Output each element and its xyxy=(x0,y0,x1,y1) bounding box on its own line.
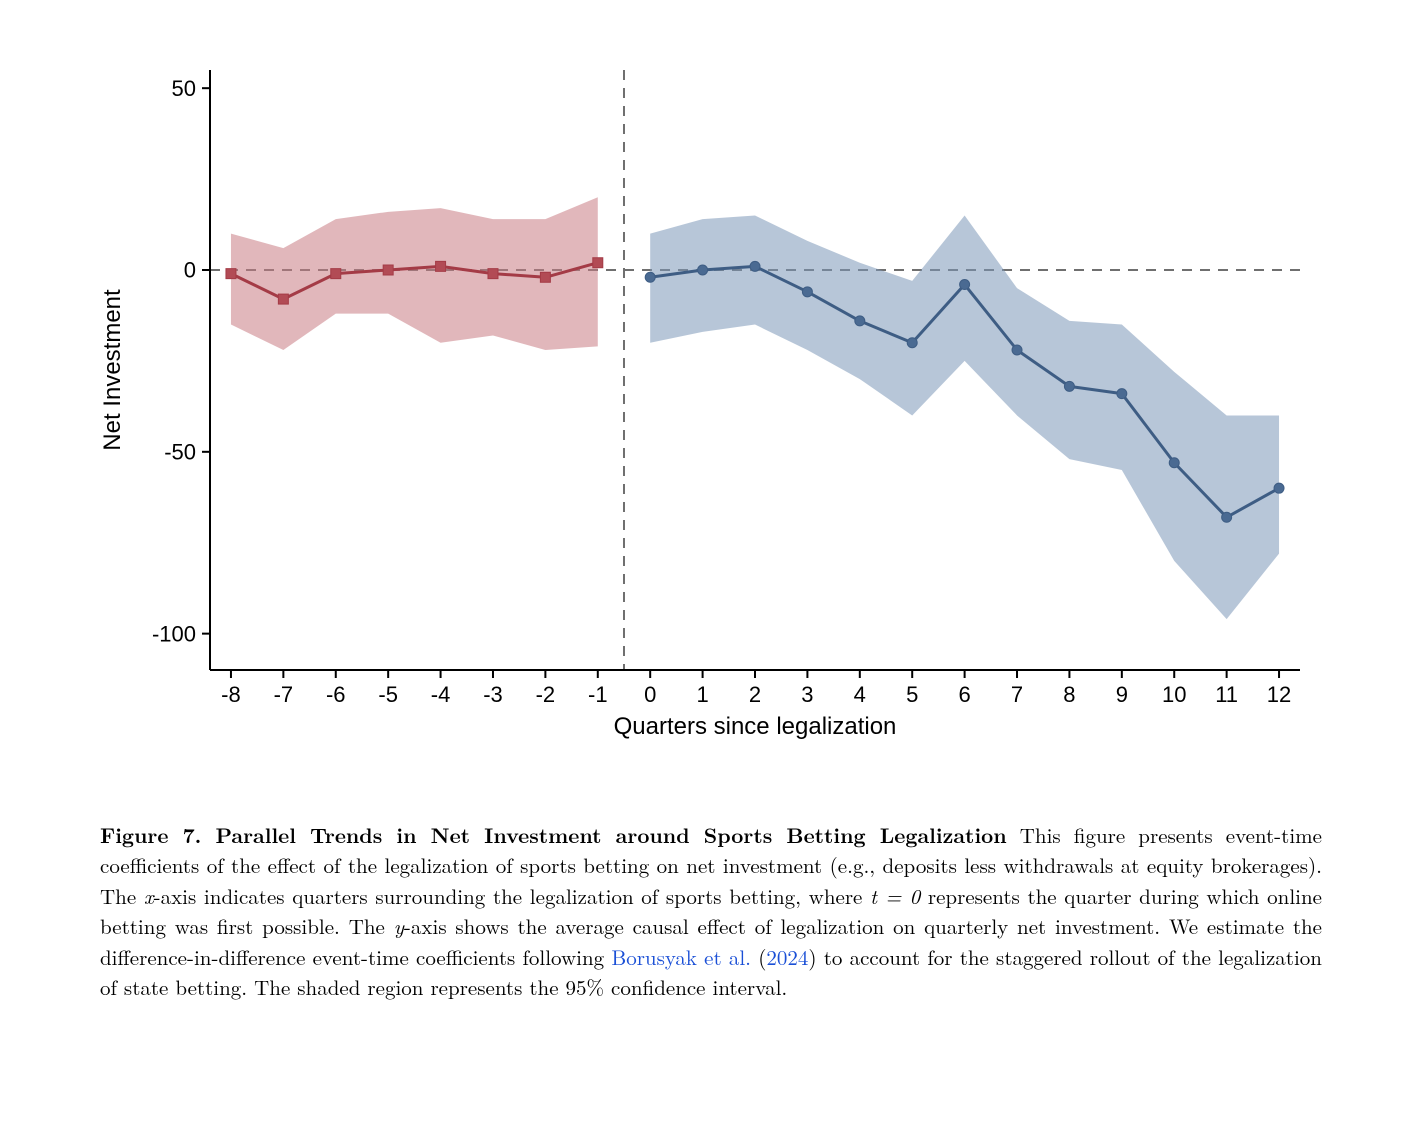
svg-text:-100: -100 xyxy=(152,621,196,646)
t-equals-zero: t = 0 xyxy=(870,881,920,911)
svg-text:2: 2 xyxy=(749,682,761,707)
svg-text:-7: -7 xyxy=(274,682,294,707)
svg-text:-6: -6 xyxy=(326,682,346,707)
svg-text:50: 50 xyxy=(172,76,196,101)
figure-label: Figure 7. Parallel Trends in Net Investm… xyxy=(100,820,1007,850)
cite-paren-close: ) xyxy=(808,942,816,972)
svg-text:3: 3 xyxy=(801,682,813,707)
svg-text:8: 8 xyxy=(1063,682,1075,707)
svg-text:-4: -4 xyxy=(431,682,451,707)
svg-text:4: 4 xyxy=(854,682,866,707)
caption-text-2: -axis indicates quarters surrounding the… xyxy=(154,881,870,911)
svg-text:-5: -5 xyxy=(378,682,398,707)
svg-text:5: 5 xyxy=(906,682,918,707)
citation-year-link[interactable]: 2024 xyxy=(766,942,808,972)
svg-text:0: 0 xyxy=(644,682,656,707)
svg-text:11: 11 xyxy=(1215,682,1238,707)
figure-caption: Figure 7. Parallel Trends in Net Investm… xyxy=(100,820,1322,1003)
svg-text:-50: -50 xyxy=(164,440,196,465)
svg-text:-8: -8 xyxy=(221,682,241,707)
svg-text:7: 7 xyxy=(1011,682,1023,707)
y-axis-term: y xyxy=(394,911,404,941)
svg-text:0: 0 xyxy=(184,258,196,283)
svg-text:Net Investment: Net Investment xyxy=(99,289,126,451)
event-study-chart: -8-7-6-5-4-3-2-10123456789101112-100-500… xyxy=(60,40,1360,780)
svg-text:-3: -3 xyxy=(483,682,503,707)
svg-text:9: 9 xyxy=(1116,682,1128,707)
x-axis-term: x xyxy=(144,881,154,911)
svg-text:-2: -2 xyxy=(536,682,556,707)
svg-text:1: 1 xyxy=(696,682,708,707)
svg-text:6: 6 xyxy=(958,682,970,707)
svg-text:10: 10 xyxy=(1162,682,1186,707)
citation-link[interactable]: Borusyak et al. xyxy=(611,942,751,972)
svg-text:Quarters since legalization: Quarters since legalization xyxy=(614,713,897,740)
cite-paren-open: ( xyxy=(751,942,766,972)
svg-text:12: 12 xyxy=(1267,682,1291,707)
svg-text:-1: -1 xyxy=(588,682,608,707)
